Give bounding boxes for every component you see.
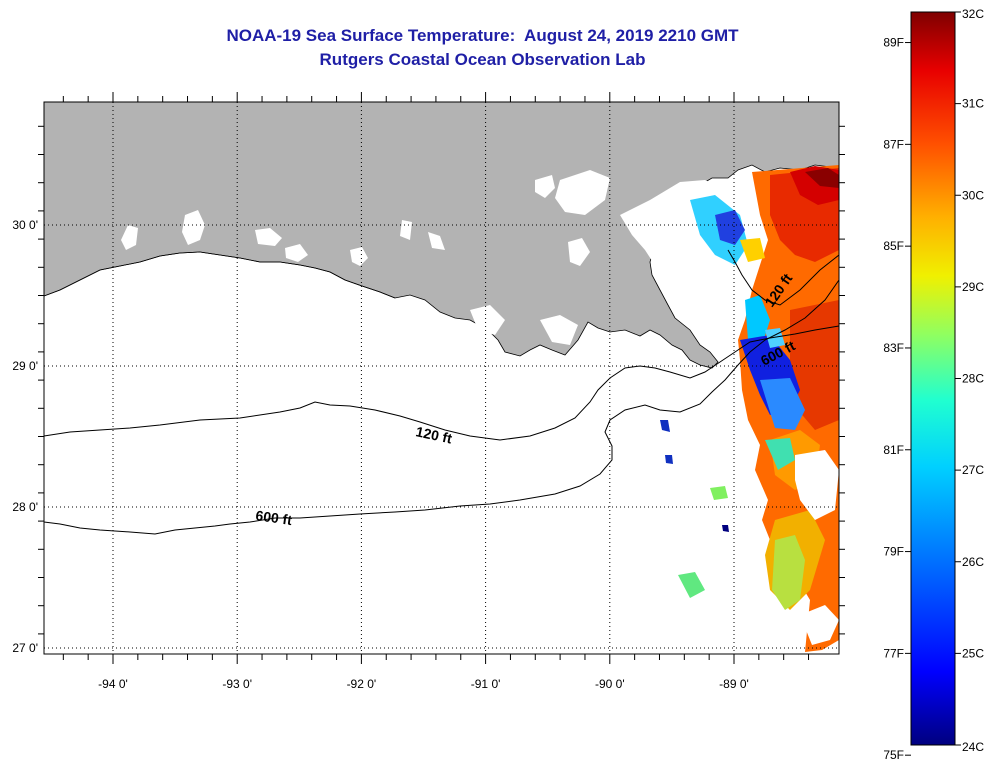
celsius-label: 27C	[962, 463, 984, 477]
longitude-label: -94 0'	[98, 677, 128, 691]
contour-label: 600 ft	[255, 507, 294, 528]
fahrenheit-label: 77F	[883, 646, 904, 660]
longitude-label: -92 0'	[347, 677, 377, 691]
map-title: NOAA-19 Sea Surface Temperature: August …	[226, 26, 739, 45]
map-subtitle: Rutgers Coastal Ocean Observation Lab	[319, 50, 646, 69]
cloud-gaps	[795, 450, 839, 645]
latitude-label: 30 0'	[12, 218, 38, 232]
latitude-label: 29 0'	[12, 359, 38, 373]
fahrenheit-label: 81F	[883, 443, 904, 457]
contour-600ft-line	[44, 279, 839, 535]
celsius-label: 30C	[962, 188, 984, 202]
latitude-label: 28 0'	[12, 500, 38, 514]
colorbar	[910, 11, 956, 746]
map-frame	[43, 101, 840, 655]
contour-label: 120 ft	[414, 423, 453, 446]
fahrenheit-label: 85F	[883, 239, 904, 253]
celsius-label: 32C	[962, 7, 984, 21]
fahrenheit-label: 83F	[883, 341, 904, 355]
longitude-labels: -94 0' -93 0' -92 0' -91 0' -90 0' -89 0'	[98, 677, 749, 691]
celsius-label: 28C	[962, 372, 984, 386]
celsius-label: 26C	[962, 555, 984, 569]
longitude-label: -91 0'	[471, 677, 501, 691]
colorbar-labels: 32C 31C 30C 29C 28C 27C 26C 25C 24C 89F 87F 85F 83F 8…	[883, 7, 984, 761]
celsius-label: 29C	[962, 280, 984, 294]
longitude-label: -93 0'	[222, 677, 252, 691]
sst-data	[660, 165, 839, 652]
longitude-label: -89 0'	[719, 677, 749, 691]
fahrenheit-label: 89F	[883, 36, 904, 50]
contour-120ft-line	[44, 325, 839, 441]
latitude-labels: 30 0' 29 0' 28 0' 27 0'	[12, 218, 38, 655]
latitude-label: 27 0'	[12, 641, 38, 655]
celsius-label: 25C	[962, 646, 984, 660]
fahrenheit-label: 87F	[883, 137, 904, 151]
fahrenheit-label: 79F	[883, 545, 904, 559]
celsius-label: 31C	[962, 97, 984, 111]
axis-ticks	[38, 92, 845, 664]
longitude-label: -90 0'	[595, 677, 625, 691]
celsius-label: 24C	[962, 740, 984, 754]
fahrenheit-label: 75F	[883, 748, 904, 761]
